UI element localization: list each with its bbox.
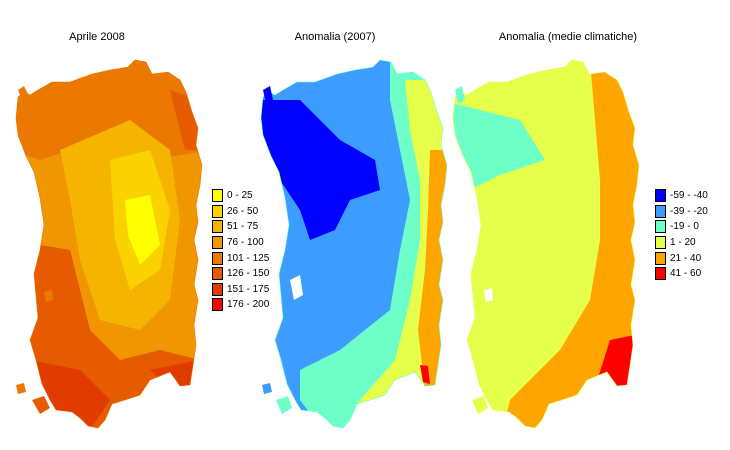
legend-swatch [212,251,223,265]
legend-label: 21 - 40 [670,252,702,264]
legend-label: 76 - 100 [227,237,264,249]
legend-label: 151 - 175 [227,283,270,295]
legend-label: 1 - 20 [670,237,696,249]
legend-label: 126 - 150 [227,268,270,280]
map-anomaly-climate [452,59,640,429]
legend-item: 1 - 20 [655,235,708,251]
legend-swatch [655,251,666,265]
legend-label: 176 - 200 [227,299,270,311]
map-title-anomaly-climate: Anomalia (medie climatiche) [498,31,638,43]
legend-swatch [212,298,223,312]
legend-swatch [655,236,666,250]
legend-swatch [212,204,223,218]
legend-item: 176 - 200 [212,297,269,313]
map-title-anomaly-2007: Anomalia (2007) [294,31,376,43]
legend-swatch [212,236,223,250]
legend-swatch [212,267,223,281]
legend-swatch [655,220,666,234]
legend-swatch [655,267,666,281]
legend-label: 41 - 60 [670,268,702,280]
legend-label: -39 - -20 [670,205,708,217]
legend-swatch [212,282,223,296]
legend-item: 151 - 175 [212,282,269,298]
legend-item: 26 - 50 [212,204,269,220]
legend-label: 0 - 25 [227,190,253,202]
legend-label: 101 - 125 [227,252,270,264]
legend-item: -19 - 0 [655,219,708,235]
legend-swatch [655,204,666,218]
legend-item: -59 - -40 [655,188,708,204]
legend-item: 41 - 60 [655,266,708,282]
legend-label: 51 - 75 [227,221,259,233]
legend-precipitation: 0 - 25 26 - 50 51 - 75 76 - 100 101 - 12… [212,188,269,313]
legend-item: 21 - 40 [655,250,708,266]
legend-item: 0 - 25 [212,188,269,204]
legend-swatch [212,189,223,203]
map-anomaly-2007 [260,59,448,429]
legend-item: 51 - 75 [212,219,269,235]
legend-item: 76 - 100 [212,235,269,251]
legend-swatch [655,189,666,203]
legend-label: 26 - 50 [227,205,259,217]
legend-label: -19 - 0 [670,221,699,233]
legend-item: 126 - 150 [212,266,269,282]
legend-item: 101 - 125 [212,250,269,266]
map-april-2008 [15,59,203,429]
legend-anomaly: -59 - -40 -39 - -20 -19 - 0 1 - 20 21 - … [655,188,708,282]
legend-label: -59 - -40 [670,190,708,202]
map-title-april-2008: Aprile 2008 [69,31,125,43]
legend-item: -39 - -20 [655,204,708,220]
legend-swatch [212,220,223,234]
